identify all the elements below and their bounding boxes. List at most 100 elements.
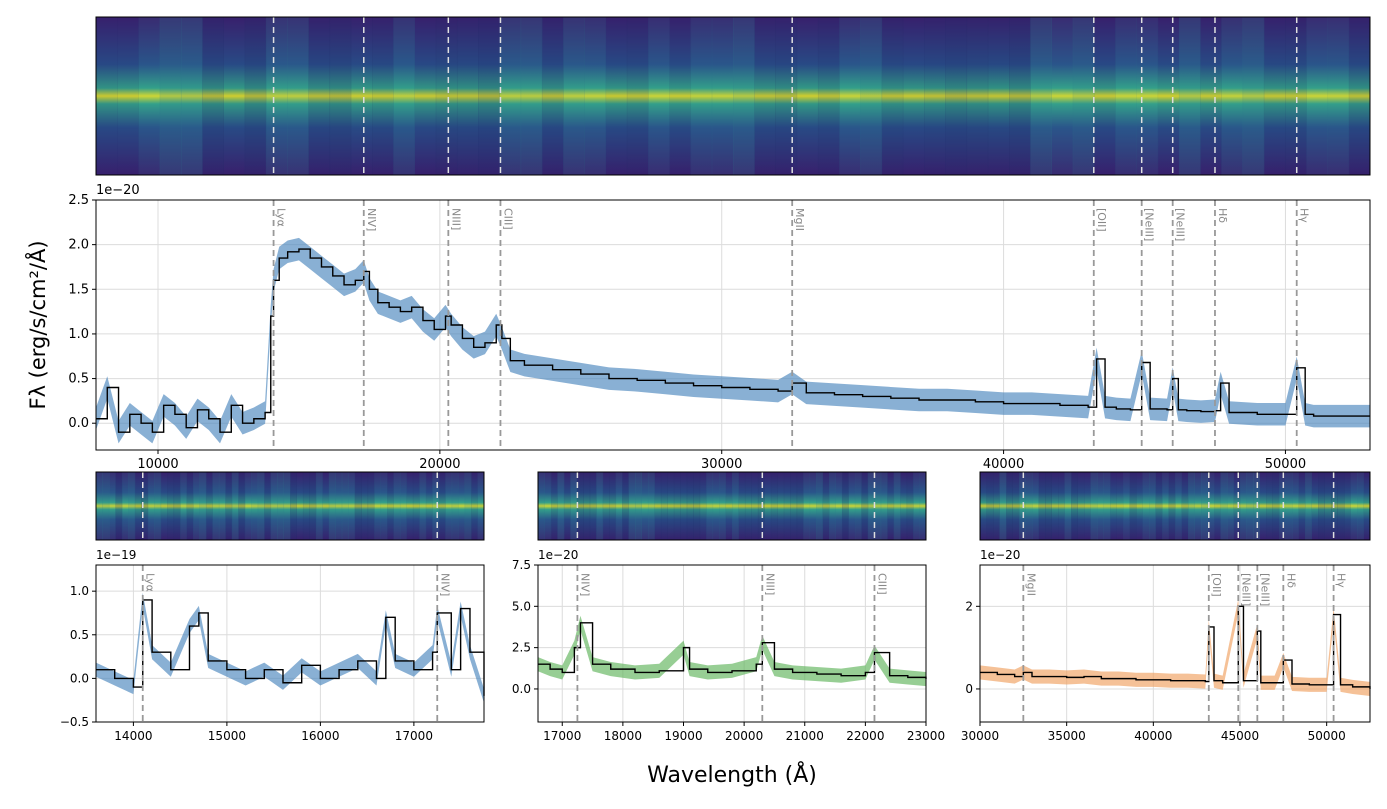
line-label: Hδ <box>1284 573 1297 588</box>
image-column <box>223 17 246 175</box>
y-tick-label: 2.0 <box>68 238 89 253</box>
image-column <box>244 17 267 175</box>
image-column <box>154 472 162 540</box>
image-column <box>1110 472 1117 540</box>
y-tick-label: 1.5 <box>68 282 89 297</box>
image-column <box>596 472 604 540</box>
image-column <box>1221 17 1244 175</box>
image-column <box>576 472 584 540</box>
image-column <box>1142 472 1150 540</box>
image-column <box>1266 472 1273 540</box>
y-tick-label: 2 <box>965 599 973 613</box>
image-column <box>867 472 875 540</box>
image-column <box>654 472 662 540</box>
image-column <box>711 17 734 175</box>
x-tick-label: 30000 <box>961 729 999 743</box>
image-column <box>893 472 901 540</box>
line-label: Hγ <box>1335 573 1348 588</box>
line-marker: NIV] <box>436 565 451 722</box>
line-label: [NeIII] <box>1143 208 1156 241</box>
axes-frame <box>95 564 485 723</box>
image-column <box>1285 472 1293 540</box>
image-column <box>822 472 830 540</box>
image-column <box>783 472 791 540</box>
line-marker: [OII] <box>1207 565 1223 722</box>
x-tick-label: 23000 <box>907 729 945 743</box>
image-column <box>1242 17 1265 175</box>
image-column <box>835 472 843 540</box>
image-column <box>1227 472 1234 540</box>
y-tick-label: 7.5 <box>512 558 531 572</box>
image-column <box>680 472 688 540</box>
image-column <box>1298 472 1306 540</box>
image-column <box>1064 472 1072 540</box>
image-column <box>308 17 331 175</box>
line-marker: MgII <box>791 200 806 450</box>
image-column <box>1077 472 1085 540</box>
line-label: Lyα <box>275 208 288 227</box>
image-column <box>1348 17 1371 175</box>
image-column <box>744 472 752 540</box>
x-tick-label: 20000 <box>725 729 763 743</box>
image-column <box>919 472 927 540</box>
spectrum-2d-image-main <box>95 16 1371 176</box>
image-column <box>283 472 291 540</box>
image-column <box>425 472 433 540</box>
spectrum-2d-images <box>95 16 1371 541</box>
image-column <box>451 472 459 540</box>
image-column <box>412 472 420 540</box>
image-column <box>1233 472 1241 540</box>
y-axis-label: Fλ (erg/s/cm²/Å) <box>24 240 50 409</box>
image-column <box>499 17 522 175</box>
image-column <box>1272 472 1280 540</box>
x-tick-label: 45000 <box>1221 729 1259 743</box>
image-column <box>706 472 714 540</box>
image-column <box>538 472 545 540</box>
image-column <box>309 472 317 540</box>
line-label: NIV] <box>578 573 591 596</box>
image-column <box>265 17 288 175</box>
image-column <box>147 472 155 540</box>
image-column <box>647 472 655 540</box>
image-column <box>1357 472 1364 540</box>
spectrum-line <box>980 605 1371 689</box>
image-column <box>1058 472 1065 540</box>
image-column <box>757 472 765 540</box>
image-column <box>432 472 440 540</box>
image-column <box>1149 472 1156 540</box>
grid-sub3 <box>979 565 1370 722</box>
line-label: Lyα <box>144 573 157 592</box>
x-tick-label: 50000 <box>1308 729 1346 743</box>
image-column <box>602 472 610 540</box>
image-column <box>193 472 200 540</box>
error-band <box>538 615 926 687</box>
image-column <box>570 472 578 540</box>
image-frame <box>95 471 485 541</box>
image-column <box>1201 472 1208 540</box>
image-column <box>945 17 968 175</box>
image-column <box>399 472 407 540</box>
line-label: [NeIII] <box>1174 208 1187 241</box>
line-label: [OII] <box>1095 208 1108 232</box>
error-band <box>96 237 1370 444</box>
image-column <box>238 472 246 540</box>
y-tick-label: 2.5 <box>68 193 89 208</box>
image-column <box>699 472 707 540</box>
image-column <box>1240 472 1247 540</box>
image-column <box>1030 17 1052 175</box>
image-column <box>348 472 356 540</box>
image-column <box>589 472 597 540</box>
spectrum-2d-image-sub3 <box>979 471 1371 541</box>
image-column <box>854 472 862 540</box>
offset-text: 1e−20 <box>980 548 1020 562</box>
y-tick-label: 5.0 <box>512 599 531 613</box>
image-column <box>186 472 194 540</box>
image-column <box>1045 472 1052 540</box>
image-column <box>205 472 213 540</box>
image-column <box>874 472 882 540</box>
line-label: [OII] <box>1210 573 1223 597</box>
image-column <box>1292 472 1299 540</box>
image-column <box>302 472 310 540</box>
image-column <box>660 472 668 540</box>
